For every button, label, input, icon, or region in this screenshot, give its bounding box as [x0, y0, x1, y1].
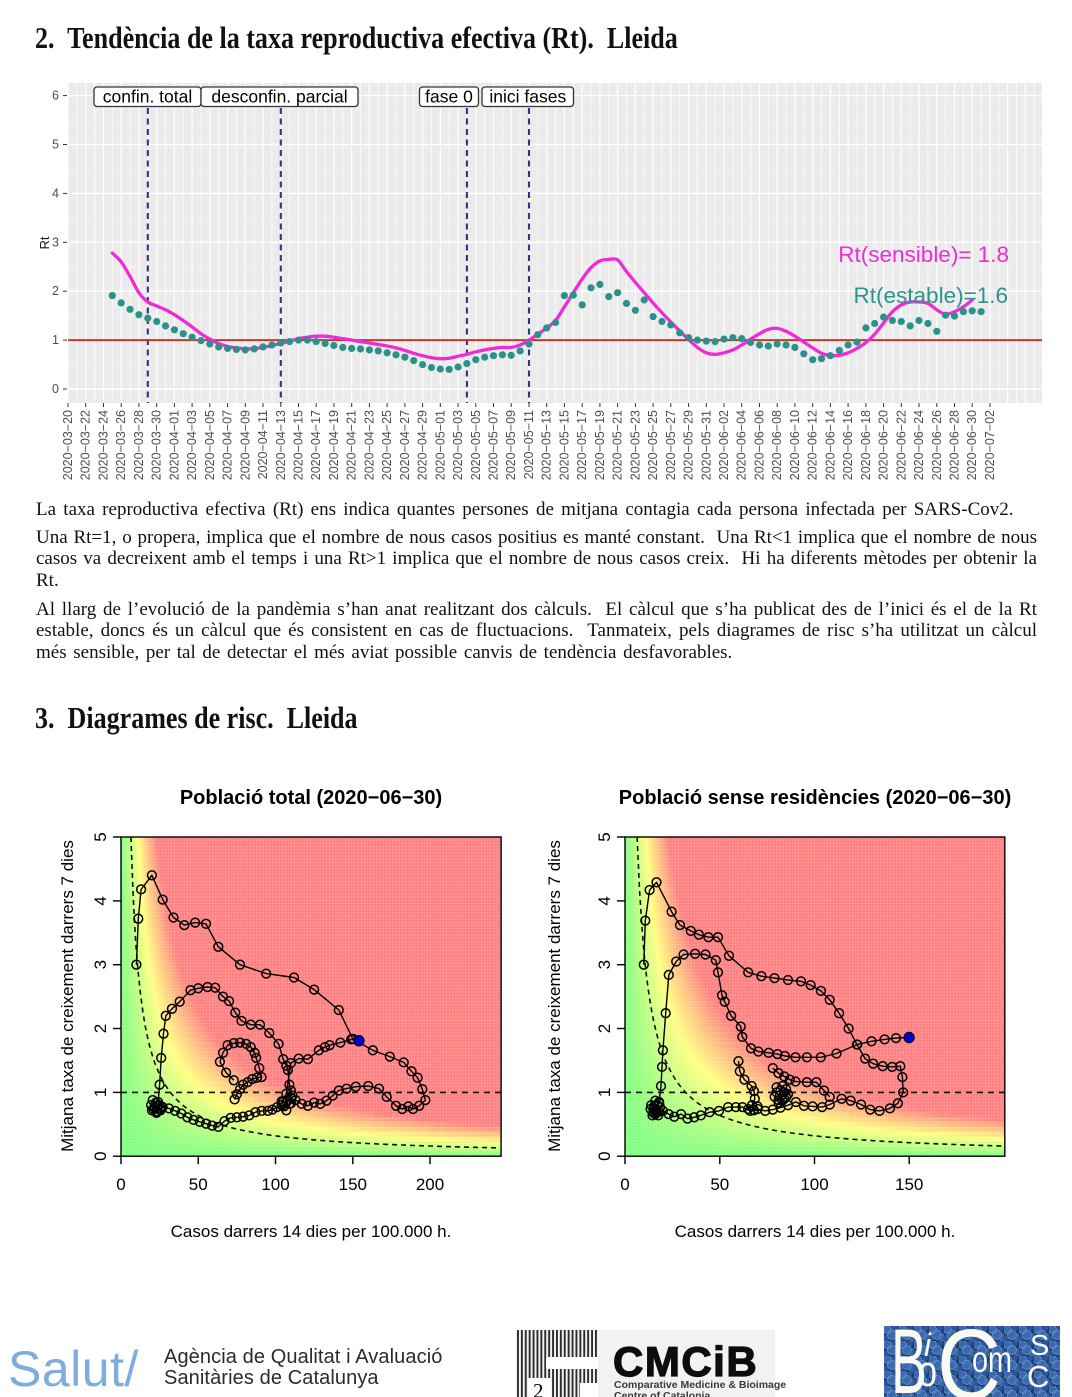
svg-text:2020−06−20: 2020−06−20: [877, 410, 891, 480]
svg-text:2020−05−07: 2020−05−07: [487, 410, 501, 480]
svg-text:2020−05−19: 2020−05−19: [593, 410, 607, 480]
svg-text:2020−05−01: 2020−05−01: [433, 410, 447, 480]
svg-text:4: 4: [52, 186, 59, 200]
svg-text:50: 50: [189, 1175, 208, 1194]
svg-text:1: 1: [91, 1087, 110, 1096]
svg-text:2020−05−27: 2020−05−27: [664, 410, 678, 480]
svg-text:0: 0: [595, 1151, 614, 1160]
svg-text:150: 150: [339, 1175, 367, 1194]
svg-text:0: 0: [52, 382, 59, 396]
svg-text:2020−04−17: 2020−04−17: [309, 410, 323, 480]
svg-text:om: om: [972, 1339, 1012, 1380]
svg-text:2020−05−31: 2020−05−31: [699, 410, 713, 480]
svg-text:2020−05−21: 2020−05−21: [611, 410, 625, 480]
svg-text:2020−05−09: 2020−05−09: [504, 410, 518, 480]
svg-text:2020−05−05: 2020−05−05: [469, 410, 483, 480]
svg-text:50: 50: [711, 1175, 730, 1194]
svg-text:0: 0: [621, 1175, 630, 1194]
svg-text:6: 6: [52, 89, 59, 103]
svg-text:2020−04−05: 2020−04−05: [203, 410, 217, 480]
svg-text:2020−06−10: 2020−06−10: [788, 410, 802, 480]
svg-text:2020−05−03: 2020−05−03: [451, 410, 465, 480]
svg-text:confin. total: confin. total: [103, 87, 193, 107]
svg-text:2020−06−14: 2020−06−14: [823, 410, 837, 480]
svg-text:2020−06−16: 2020−06−16: [841, 410, 855, 480]
svg-text:100: 100: [801, 1175, 829, 1194]
svg-text:2020−05−23: 2020−05−23: [628, 410, 642, 480]
svg-text:3: 3: [91, 960, 110, 969]
svg-text:2020−03−22: 2020−03−22: [79, 410, 93, 480]
svg-text:S: S: [1030, 1330, 1049, 1362]
svg-text:2020−03−26: 2020−03−26: [114, 410, 128, 480]
svg-text:desconfin. parcial: desconfin. parcial: [211, 87, 347, 107]
svg-text:i: i: [924, 1327, 932, 1363]
svg-text:0: 0: [116, 1175, 125, 1194]
svg-text:2020−04−21: 2020−04−21: [345, 410, 359, 480]
svg-text:2020−06−18: 2020−06−18: [859, 410, 873, 480]
svg-text:3: 3: [595, 960, 614, 969]
svg-text:5: 5: [91, 832, 110, 841]
svg-text:Rt(estable)=1.6: Rt(estable)=1.6: [854, 283, 1008, 308]
svg-text:2020−06−24: 2020−06−24: [912, 410, 926, 480]
svg-text:2020−04−07: 2020−04−07: [221, 410, 235, 480]
svg-text:2020−04−01: 2020−04−01: [167, 410, 181, 480]
svg-text:2020−04−29: 2020−04−29: [416, 410, 430, 480]
svg-text:2020−04−13: 2020−04−13: [274, 410, 288, 480]
svg-text:1: 1: [52, 333, 59, 347]
svg-text:2020−06−12: 2020−06−12: [806, 410, 820, 480]
svg-text:2020−05−15: 2020−05−15: [557, 410, 571, 480]
svg-text:5: 5: [595, 832, 614, 841]
svg-text:4: 4: [595, 896, 614, 905]
svg-text:2: 2: [595, 1024, 614, 1033]
svg-text:inici fases: inici fases: [489, 87, 566, 107]
svg-text:2020−04−03: 2020−04−03: [185, 410, 199, 480]
svg-text:2020−04−11: 2020−04−11: [256, 410, 270, 479]
svg-text:Rt(sensible)= 1.8: Rt(sensible)= 1.8: [838, 242, 1009, 267]
svg-text:5: 5: [52, 138, 59, 152]
svg-text:100: 100: [261, 1175, 289, 1194]
svg-text:2020−06−28: 2020−06−28: [948, 410, 962, 480]
svg-text:1: 1: [595, 1087, 614, 1096]
svg-text:2020−04−15: 2020−04−15: [292, 410, 306, 480]
svg-text:2020−03−20: 2020−03−20: [61, 410, 75, 480]
svg-text:2020−06−04: 2020−06−04: [735, 410, 749, 480]
svg-text:2020−06−08: 2020−06−08: [770, 410, 784, 480]
svg-text:2020−06−26: 2020−06−26: [930, 410, 944, 480]
svg-text:150: 150: [895, 1175, 923, 1194]
svg-text:2020−06−22: 2020−06−22: [894, 410, 908, 480]
svg-text:4: 4: [91, 896, 110, 905]
svg-text:2020−04−09: 2020−04−09: [238, 410, 252, 480]
svg-text:2020−06−30: 2020−06−30: [965, 410, 979, 480]
svg-text:o: o: [918, 1347, 937, 1396]
svg-text:2020−05−17: 2020−05−17: [575, 410, 589, 480]
svg-text:C: C: [937, 1326, 1001, 1397]
svg-text:3: 3: [52, 235, 59, 249]
svg-text:200: 200: [416, 1175, 444, 1194]
svg-text:2020−05−11: 2020−05−11: [522, 410, 536, 479]
svg-text:2: 2: [91, 1024, 110, 1033]
svg-text:2020−06−06: 2020−06−06: [753, 410, 767, 480]
svg-text:0: 0: [91, 1151, 110, 1160]
svg-text:B: B: [891, 1326, 927, 1397]
svg-text:2020−05−29: 2020−05−29: [682, 410, 696, 480]
svg-text:2020−04−25: 2020−04−25: [380, 410, 394, 480]
svg-text:2020−04−19: 2020−04−19: [327, 410, 341, 480]
svg-text:2020−06−02: 2020−06−02: [717, 410, 731, 480]
svg-text:2: 2: [52, 284, 59, 298]
svg-text:2020−07−02: 2020−07−02: [983, 410, 997, 480]
svg-text:2020−05−13: 2020−05−13: [540, 410, 554, 480]
svg-text:2020−04−23: 2020−04−23: [362, 410, 376, 480]
svg-text:2020−04−27: 2020−04−27: [398, 410, 412, 480]
svg-text:C: C: [1027, 1359, 1049, 1394]
svg-text:Rt: Rt: [37, 236, 52, 249]
svg-text:2020−03−30: 2020−03−30: [150, 410, 164, 480]
svg-text:2020−03−24: 2020−03−24: [97, 410, 111, 480]
svg-text:fase 0: fase 0: [425, 87, 473, 107]
svg-text:2020−03−28: 2020−03−28: [132, 410, 146, 480]
svg-text:2020−05−25: 2020−05−25: [646, 410, 660, 480]
